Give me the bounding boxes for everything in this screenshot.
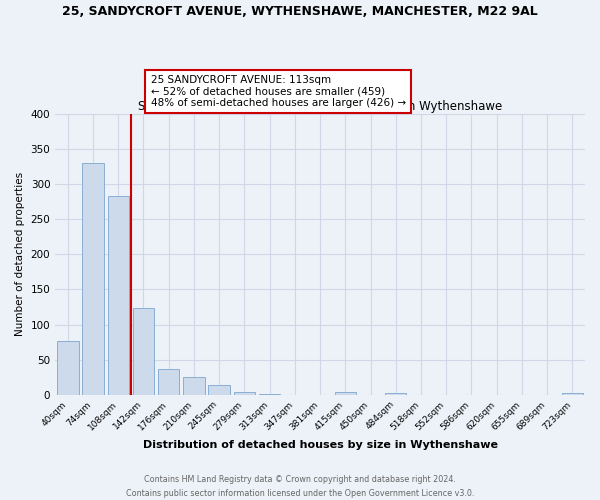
Text: Contains HM Land Registry data © Crown copyright and database right 2024.
Contai: Contains HM Land Registry data © Crown c… (126, 476, 474, 498)
Bar (208, 385, 230, 394)
Bar (183, 377, 205, 394)
X-axis label: Distribution of detached houses by size in Wythenshawe: Distribution of detached houses by size … (143, 440, 497, 450)
Bar (57, 340, 79, 394)
Bar (82, 163, 104, 394)
Text: 25 SANDYCROFT AVENUE: 113sqm
← 52% of detached houses are smaller (459)
48% of s: 25 SANDYCROFT AVENUE: 113sqm ← 52% of de… (151, 75, 406, 108)
Bar (133, 308, 154, 394)
Bar (335, 392, 356, 394)
Y-axis label: Number of detached properties: Number of detached properties (15, 172, 25, 336)
Bar (158, 368, 179, 394)
Bar (233, 392, 255, 394)
Text: 25, SANDYCROFT AVENUE, WYTHENSHAWE, MANCHESTER, M22 9AL: 25, SANDYCROFT AVENUE, WYTHENSHAWE, MANC… (62, 5, 538, 18)
Title: Size of property relative to detached houses in Wythenshawe: Size of property relative to detached ho… (138, 100, 502, 112)
Bar (107, 196, 129, 394)
